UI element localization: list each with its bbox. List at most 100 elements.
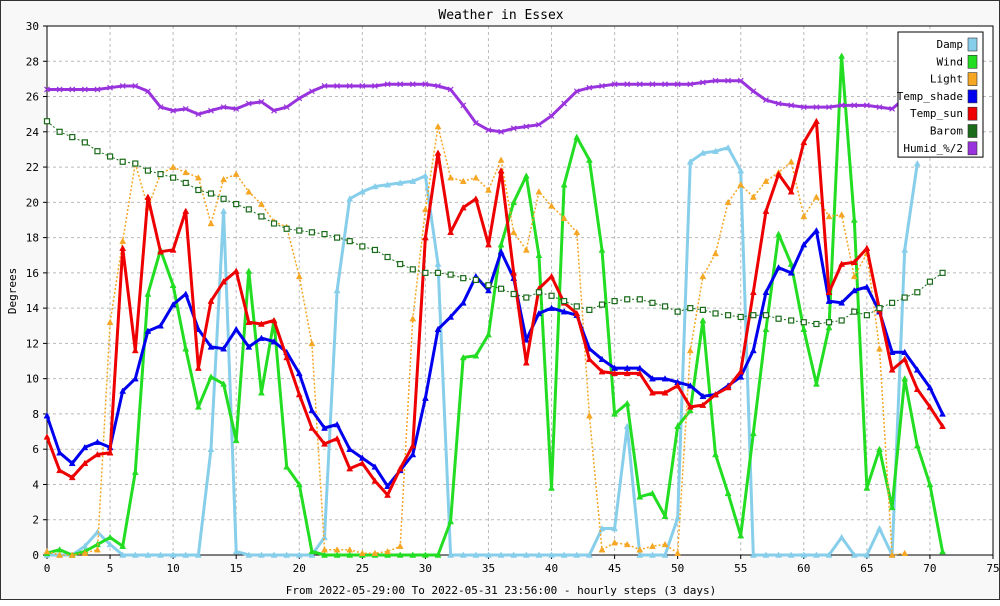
data-point xyxy=(472,195,480,202)
data-point xyxy=(787,188,795,195)
data-point xyxy=(107,84,113,91)
data-point xyxy=(194,325,202,333)
data-point xyxy=(358,188,366,195)
data-point xyxy=(119,158,126,165)
data-point xyxy=(548,304,555,311)
data-point xyxy=(56,86,63,93)
data-point xyxy=(838,260,846,267)
data-point xyxy=(459,177,467,184)
data-point xyxy=(560,214,568,221)
data-point xyxy=(232,325,240,333)
data-point xyxy=(81,86,88,93)
data-point xyxy=(699,392,707,400)
data-point xyxy=(686,346,694,354)
data-point xyxy=(523,123,530,130)
data-point xyxy=(522,551,530,558)
data-point xyxy=(737,167,745,174)
data-point xyxy=(384,547,391,555)
data-point xyxy=(157,171,164,178)
data-point xyxy=(611,539,619,546)
data-point xyxy=(397,260,404,268)
data-point xyxy=(308,229,315,236)
data-point xyxy=(724,198,732,206)
data-point xyxy=(195,111,202,118)
data-point xyxy=(144,290,152,297)
data-point xyxy=(561,100,568,107)
data-point xyxy=(308,88,315,95)
legend-swatch xyxy=(967,141,978,156)
data-point xyxy=(939,410,946,417)
data-point xyxy=(497,167,505,174)
data-point xyxy=(346,546,354,553)
data-point xyxy=(699,272,707,280)
data-point xyxy=(522,246,530,253)
data-point xyxy=(611,525,619,532)
data-point xyxy=(321,551,328,558)
data-point xyxy=(510,551,518,558)
x-tick-label: 35 xyxy=(482,562,495,575)
legend-item: Wind xyxy=(937,54,978,69)
data-point xyxy=(788,102,795,109)
data-point xyxy=(674,81,681,88)
legend-label: Damp xyxy=(937,38,964,51)
data-point xyxy=(447,551,455,558)
data-point xyxy=(497,156,505,163)
data-point xyxy=(599,83,605,89)
data-point xyxy=(813,320,820,328)
data-point xyxy=(535,188,543,195)
data-point xyxy=(295,369,303,377)
data-point xyxy=(170,174,177,181)
data-point xyxy=(245,206,252,213)
data-point xyxy=(460,275,467,282)
data-point xyxy=(372,83,378,89)
y-tick-label: 16 xyxy=(26,267,39,280)
data-point xyxy=(863,283,871,290)
data-point xyxy=(132,83,139,89)
data-point xyxy=(649,81,656,88)
data-point xyxy=(485,286,492,294)
data-point xyxy=(913,160,921,167)
data-point xyxy=(725,77,732,84)
x-tick-label: 50 xyxy=(671,562,684,575)
data-point xyxy=(749,346,757,354)
data-point xyxy=(44,86,50,93)
data-point xyxy=(106,153,114,160)
data-point xyxy=(939,422,946,430)
data-point xyxy=(346,83,353,89)
x-tick-label: 0 xyxy=(44,562,51,575)
data-point xyxy=(623,399,631,407)
data-point xyxy=(308,547,316,555)
x-tick-label: 70 xyxy=(923,562,936,575)
y-tick-label: 30 xyxy=(26,20,39,33)
data-point xyxy=(295,551,303,558)
data-point xyxy=(636,296,643,303)
legend-swatch xyxy=(967,54,978,69)
plot-area xyxy=(47,26,993,555)
data-point xyxy=(585,156,593,163)
legend-item: Damp xyxy=(937,37,978,52)
data-point xyxy=(119,83,126,89)
data-point xyxy=(283,225,290,232)
x-tick-label: 40 xyxy=(545,562,558,575)
data-point xyxy=(333,420,341,428)
data-point xyxy=(623,540,631,548)
data-point xyxy=(485,331,492,338)
data-point xyxy=(775,170,782,177)
data-point xyxy=(346,195,354,202)
data-point xyxy=(245,551,253,558)
data-point xyxy=(232,170,240,177)
data-point xyxy=(649,542,656,549)
data-point xyxy=(346,551,354,558)
data-point xyxy=(270,316,278,324)
data-point xyxy=(144,551,152,558)
data-point xyxy=(611,369,619,377)
data-point xyxy=(535,309,543,317)
data-point xyxy=(384,81,391,88)
data-point xyxy=(901,375,909,382)
data-point xyxy=(119,551,127,558)
data-point xyxy=(409,450,417,458)
data-point xyxy=(800,212,808,220)
data-point xyxy=(573,228,581,236)
data-point xyxy=(182,551,190,558)
